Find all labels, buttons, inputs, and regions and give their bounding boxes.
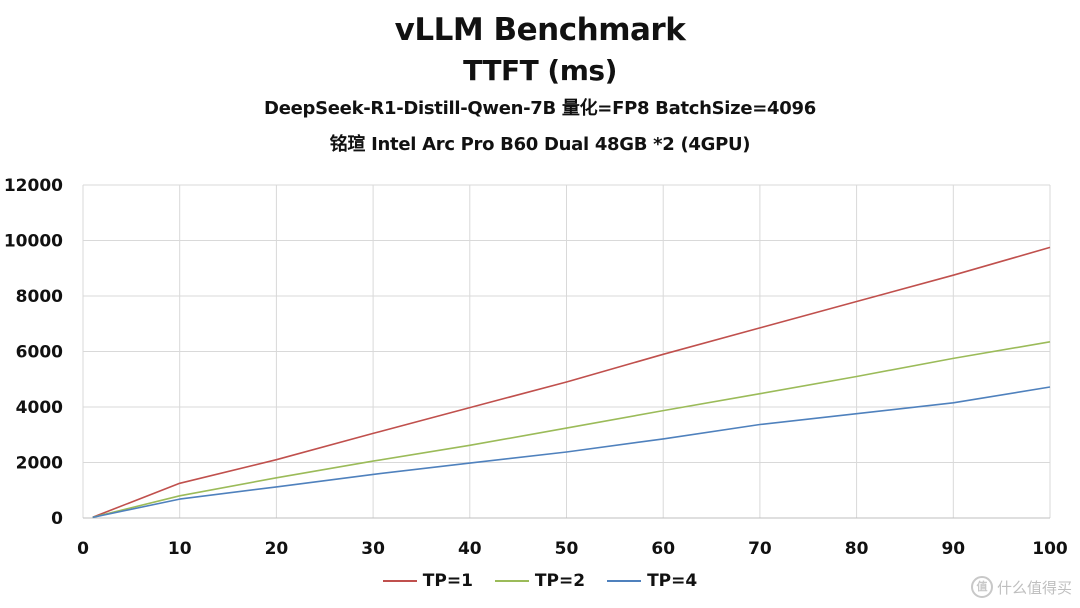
x-tick-label: 90 [941,539,965,559]
x-tick-label: 70 [748,539,772,559]
chart-model-config: DeepSeek-R1-Distill-Qwen-7B 量化=FP8 Batch… [264,98,816,119]
chart-subtitle: TTFT (ms) [463,54,617,87]
legend: TP=1 TP=2 TP=4 [0,571,1080,591]
legend-label: TP=1 [422,571,473,591]
legend-item: TP=2 [494,571,586,591]
legend-item: TP=1 [382,571,473,591]
watermark: 值 什么值得买 [970,576,1072,598]
legend-item: TP=4 [607,571,697,591]
series-line-tp-2 [92,341,1051,519]
watermark-logo-icon: 值 [970,576,993,598]
series-line-tp-1 [92,246,1051,518]
legend-swatch [607,580,642,582]
y-tick-label: 10000 [4,232,63,252]
legend-label: TP=4 [647,571,698,591]
x-tick-label: 50 [555,539,579,559]
x-tick-label: 20 [265,539,289,559]
legend-label: TP=2 [534,571,586,591]
y-tick-label: 0 [51,509,63,529]
y-tick-label: 2000 [16,454,63,474]
legend-swatch [382,580,417,582]
x-tick-label: 80 [845,539,869,559]
x-tick-label: 10 [168,539,192,559]
y-tick-label: 6000 [16,343,63,363]
x-tick-label: 100 [1032,539,1068,559]
x-tick-label: 40 [458,539,482,559]
x-tick-label: 60 [651,539,675,559]
y-tick-label: 4000 [16,398,63,418]
series-line-tp-4 [92,386,1051,519]
chart-title: vLLM Benchmark [394,12,686,48]
x-tick-label: 0 [77,539,89,559]
chart-hardware-config: 铭瑄 Intel Arc Pro B60 Dual 48GB *2 (4GPU) [329,134,751,155]
y-tick-label: 8000 [16,287,63,307]
watermark-text: 什么值得买 [996,578,1072,597]
legend-swatch [494,580,529,582]
x-tick-label: 30 [361,539,385,559]
y-tick-label: 12000 [4,176,63,196]
